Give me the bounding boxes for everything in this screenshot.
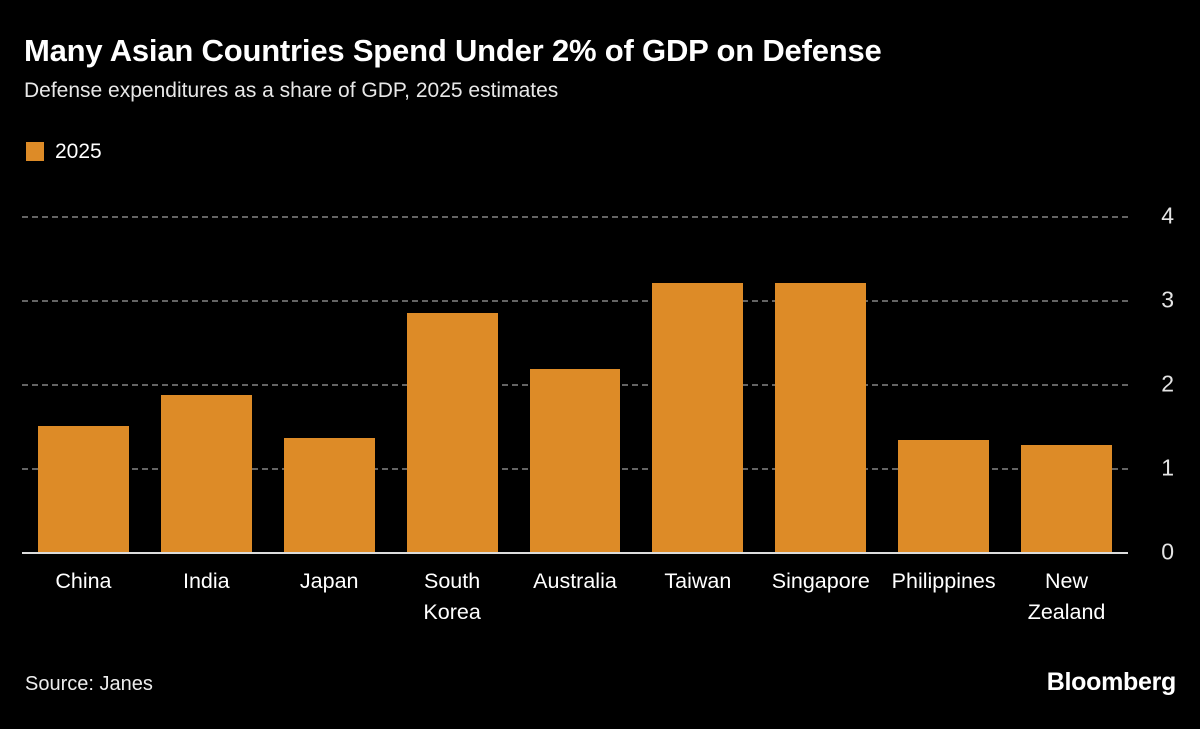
bars-layer [22, 200, 1128, 552]
bar[interactable] [775, 283, 867, 552]
x-axis-category-label: China [55, 569, 112, 593]
bar[interactable] [283, 437, 375, 552]
gridline [22, 300, 1128, 302]
bloomberg-logo: Bloomberg [1046, 668, 1177, 696]
x-axis-category-label: Philippines [891, 569, 996, 593]
bar[interactable] [406, 312, 498, 552]
legend-item-2025[interactable]: 2025 [26, 141, 102, 162]
x-axis-category-label: New Zealand [1027, 569, 1106, 624]
x-axis-labels: China India Japan South Korea Australia Taiwa… [22, 566, 1128, 656]
y-axis-tick-label: 2 [1161, 370, 1174, 397]
bar[interactable] [1021, 445, 1113, 552]
x-axis-category-label: South Korea [423, 569, 481, 624]
x-axis-category-label: Japan [299, 569, 359, 593]
bar[interactable] [160, 394, 252, 552]
y-axis-tick-label: 0 [1161, 538, 1174, 565]
x-axis-category-label: Australia [533, 569, 617, 593]
bar[interactable] [37, 426, 129, 552]
y-axis-tick-label: 1 [1161, 454, 1174, 481]
legend-label: 2025 [55, 140, 102, 163]
x-axis-category-label: India [183, 569, 230, 593]
bar[interactable] [898, 440, 990, 552]
x-axis-category-label: Singapore [771, 569, 870, 593]
y-axis-tick-label: 4 [1161, 202, 1174, 229]
x-axis-category-label: Taiwan [664, 569, 732, 593]
legend-swatch-icon [26, 142, 44, 161]
bar[interactable] [652, 283, 744, 552]
chart-subtitle: Defense expenditures as a share of GDP, … [24, 78, 559, 102]
chart-legend: 2025 [26, 141, 102, 162]
x-axis-line [22, 552, 1128, 554]
chart-header: Many Asian Countries Spend Under 2% of G… [24, 33, 1174, 103]
source-note: Source: Janes [25, 673, 153, 695]
chart-title: Many Asian Countries Spend Under 2% of G… [24, 33, 882, 68]
gridline [22, 216, 1128, 218]
bar[interactable] [529, 368, 621, 552]
y-axis-tick-label: 3 [1161, 286, 1174, 313]
